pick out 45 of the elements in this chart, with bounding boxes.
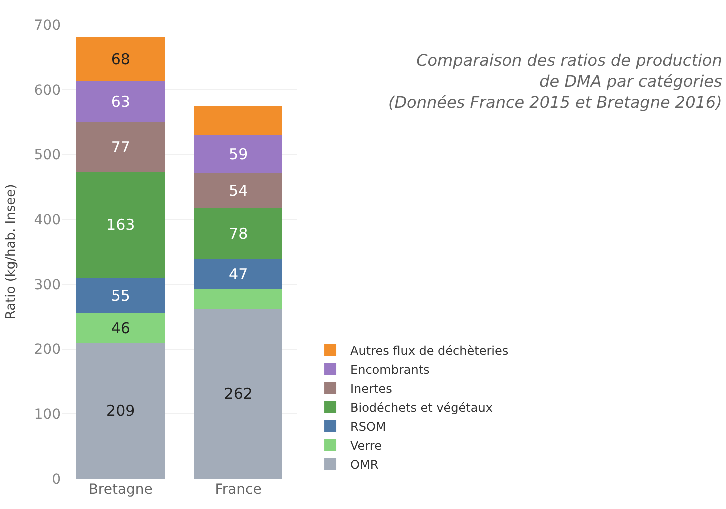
data-label: 63: [111, 92, 130, 111]
bar: [194, 309, 283, 479]
bar: [194, 259, 283, 290]
bar: [76, 278, 166, 314]
data-label: 78: [229, 224, 248, 243]
y-tick-label: 100: [34, 407, 61, 424]
x-tick-label: Bretagne: [88, 482, 153, 498]
legend-label: Autres flux de déchèteries: [350, 344, 509, 358]
bar: [76, 122, 166, 172]
legend-label: OMR: [350, 458, 379, 472]
data-label: 54: [229, 182, 248, 200]
x-tick-label: France: [215, 482, 262, 498]
legend-label: Biodéchets et végétaux: [350, 401, 493, 416]
bar: [194, 208, 283, 260]
data-label: 55: [111, 286, 130, 305]
bar: [194, 106, 283, 136]
data-label: 163: [106, 216, 136, 234]
bar: [76, 81, 166, 122]
data-label: 47: [229, 265, 248, 284]
y-tick-label: 0: [52, 472, 61, 488]
bar: [76, 172, 166, 278]
y-tick-label: 200: [34, 342, 61, 358]
y-tick-label: 600: [34, 82, 61, 99]
y-axis-title: Ratio (kg/hab. Insee): [4, 184, 20, 320]
legend-label: Encombrants: [350, 363, 430, 378]
y-tick-label: 500: [34, 148, 61, 164]
legend-label: RSOM: [350, 420, 386, 434]
data-label: 209: [106, 402, 136, 420]
bar: [194, 135, 283, 174]
data-label: 59: [229, 145, 248, 164]
y-tick-label: 300: [34, 277, 61, 294]
legend-label: Inertes: [350, 382, 392, 396]
data-label: 77: [111, 138, 130, 156]
bar: [76, 343, 166, 479]
data-label: 46: [111, 320, 130, 338]
y-tick-label: 400: [34, 212, 61, 228]
bar: [194, 174, 283, 209]
legend-label: Verre: [350, 439, 382, 454]
bar: [76, 314, 166, 344]
data-label: 68: [111, 50, 130, 68]
data-label: 262: [224, 385, 253, 404]
bar: [76, 37, 166, 82]
y-tick-label: 700: [34, 18, 61, 34]
bar: [194, 290, 283, 310]
text: Comparaison des ratios de production de DMA par catégories (Données France 2015 et Bretagne 2016): [388, 51, 722, 112]
